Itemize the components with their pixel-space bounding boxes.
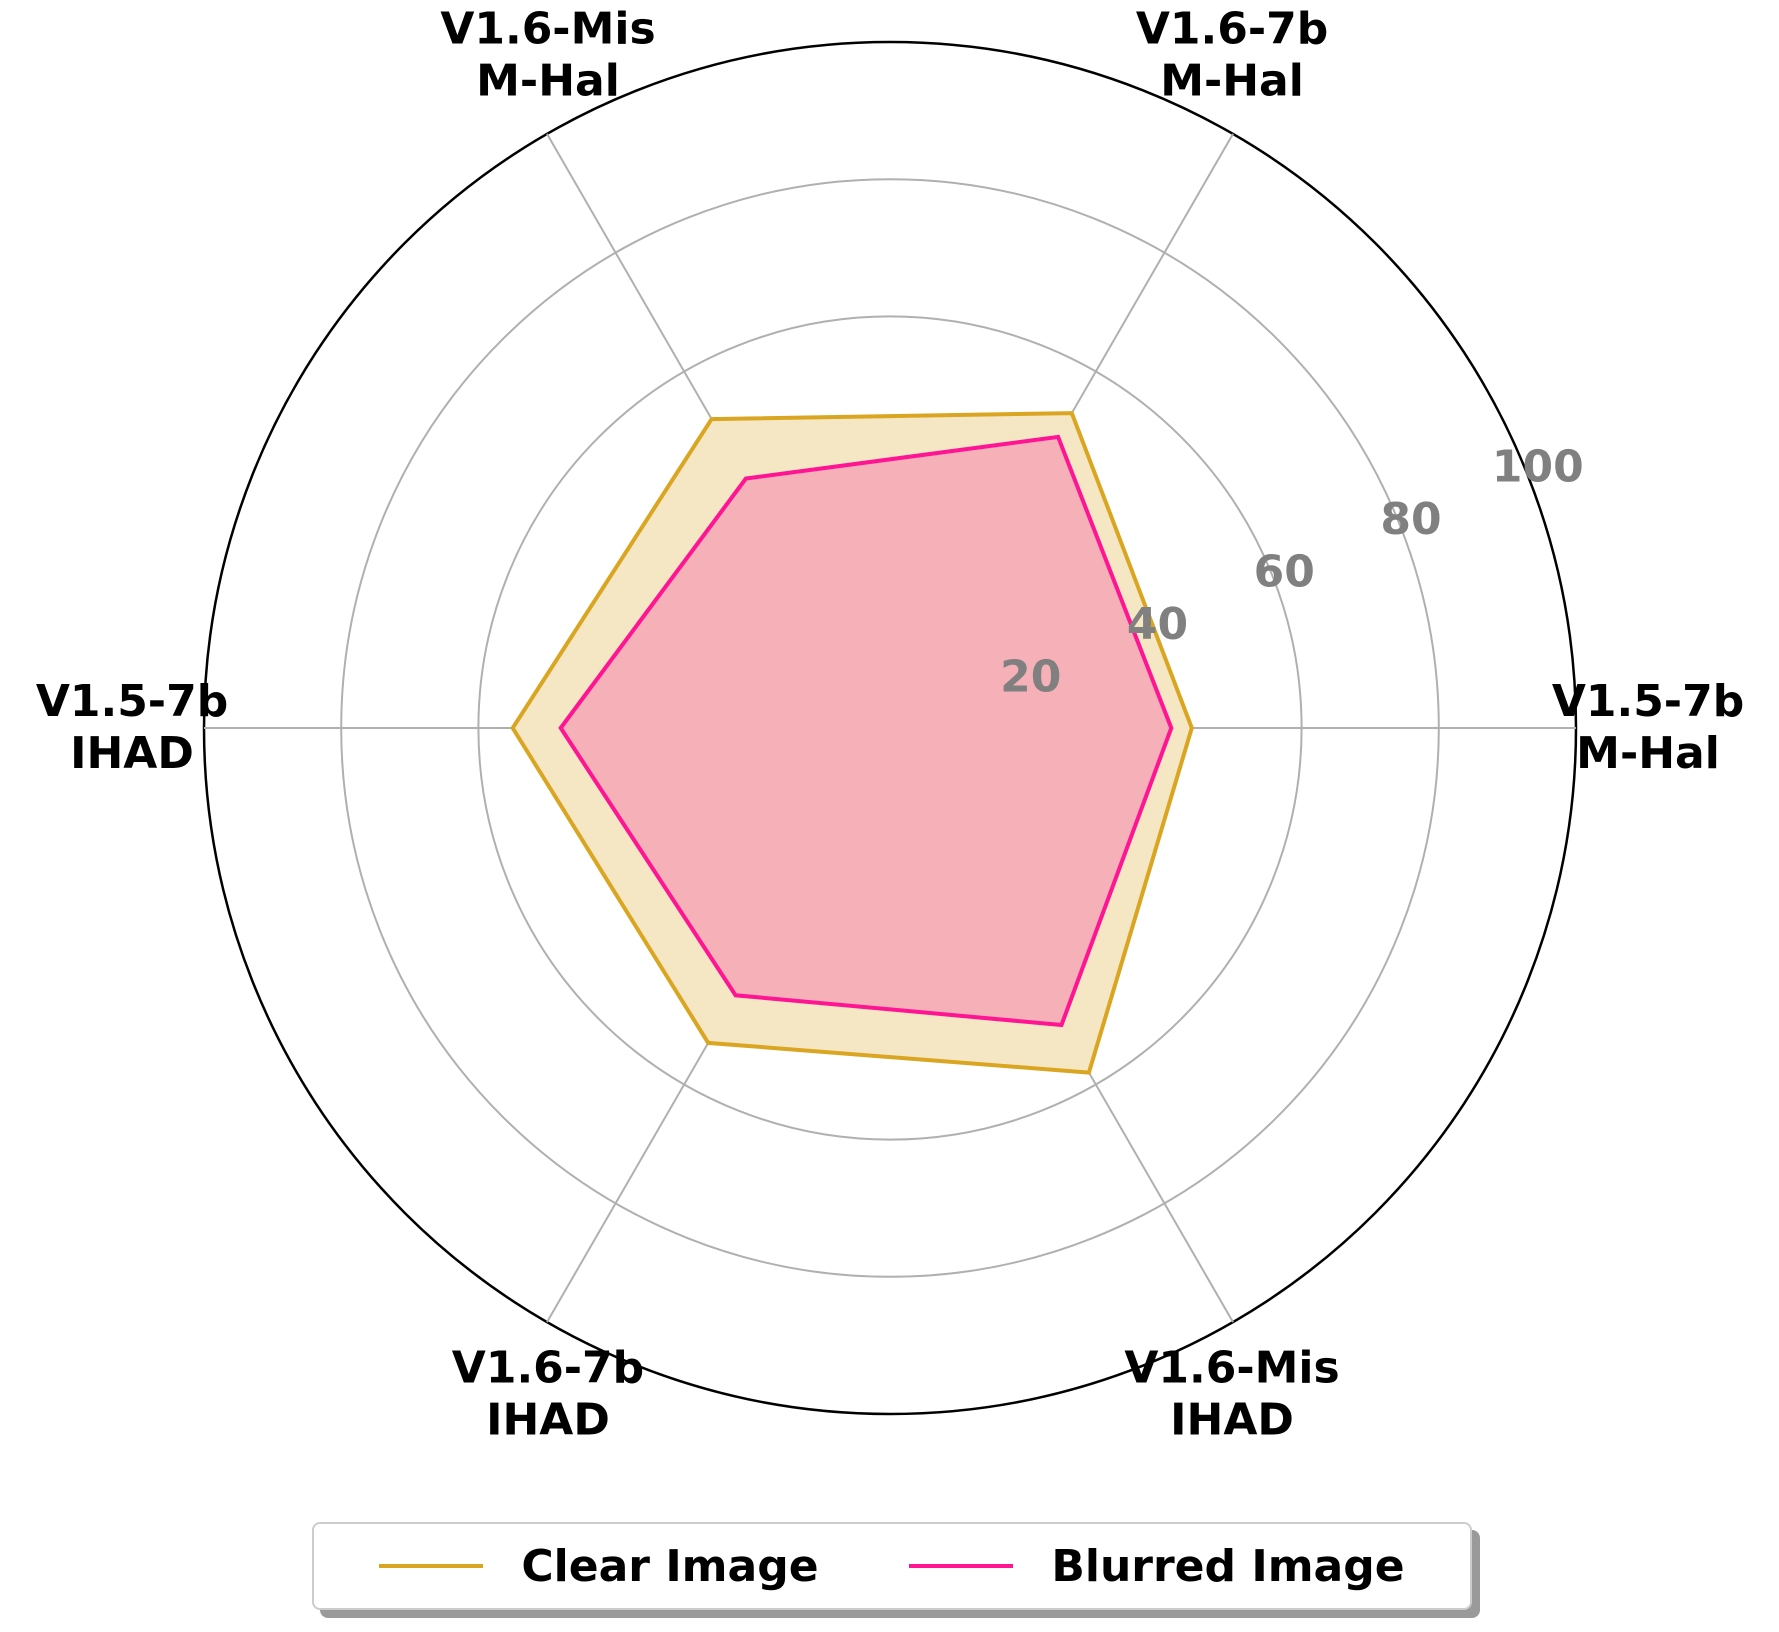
axis-label-4: V1.6-7b IHAD [452,1342,644,1445]
r-tick-label-80: 80 [1380,494,1441,545]
axis-label-2: V1.6-Mis M-Hal [440,4,655,107]
axis-label-5-line-1: IHAD [1170,1394,1294,1445]
legend-label-blurred-image: Blurred Image [1051,1540,1405,1592]
axis-label-3-line-1: IHAD [70,728,194,779]
r-tick-label-40: 40 [1127,599,1188,650]
axis-label-0-line-0: V1.5-7b [1552,676,1744,727]
axis-label-1: V1.6-7b M-Hal [1136,4,1328,107]
series-layer [510,411,1194,1075]
axis-label-0-line-1: M-Hal [1576,728,1720,779]
legend-swatch-blurred-image [909,1564,1014,1568]
r-tick-label-60: 60 [1254,546,1315,597]
r-tick-label-100: 100 [1492,441,1584,492]
legend: Clear Image Blurred Image [312,1522,1472,1610]
axis-label-3: V1.5-7b IHAD [36,676,228,779]
axis-label-5: V1.6-Mis IHAD [1124,1342,1339,1445]
series-fill-1 [560,436,1172,1025]
axis-label-4-line-1: IHAD [486,1394,610,1445]
legend-label-clear-image: Clear Image [521,1540,819,1592]
axis-label-4-line-0: V1.6-7b [452,1342,644,1393]
axis-label-2-line-0: V1.6-Mis [440,4,655,55]
axis-label-3-line-0: V1.5-7b [36,676,228,727]
axis-label-0: V1.5-7b M-Hal [1552,676,1744,779]
r-tick-label-20: 20 [1000,651,1061,702]
legend-entry-clear-image: Clear Image [379,1540,819,1592]
axis-label-2-line-1: M-Hal [476,56,620,107]
axis-label-1-line-0: V1.6-7b [1136,4,1328,55]
axis-label-5-line-0: V1.6-Mis [1124,1342,1339,1393]
legend-entry-blurred-image: Blurred Image [909,1540,1405,1592]
series-line-0 [510,411,1194,1075]
series-line-1 [558,434,1174,1028]
axis-label-1-line-1: M-Hal [1160,56,1304,107]
legend-swatch-clear-image [379,1564,484,1568]
